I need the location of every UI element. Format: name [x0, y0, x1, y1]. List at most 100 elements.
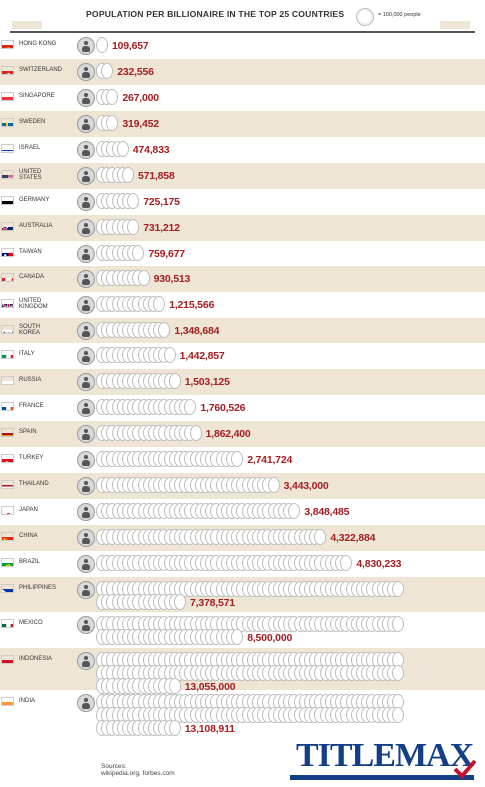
chart-row: SPAIN 1,862,400 — [0, 421, 485, 447]
country-label: INDONESIA — [19, 656, 67, 662]
billionaire-icon — [77, 373, 95, 391]
coin-icon — [340, 555, 353, 571]
chart-row: ITALY 1,442,857 — [0, 343, 485, 369]
coin-icon — [231, 451, 244, 467]
country-label-line: FRANCE — [19, 403, 44, 409]
coin-icon — [153, 296, 166, 312]
billionaire-icon — [77, 503, 95, 521]
country-label-line: KINGDOM — [19, 304, 48, 310]
country-label: ISRAEL — [19, 145, 67, 151]
chart-row: HONG KONG 109,657 — [0, 33, 485, 59]
population-value: 109,657 — [112, 40, 149, 52]
taiwan-flag-icon — [1, 248, 14, 257]
chart-row: INDIA 13,108,911 — [0, 690, 485, 736]
sources: Sources: wikipedia.org, forbes.com — [101, 763, 175, 777]
population-value: 7,378,571 — [190, 597, 235, 609]
mexico-flag-icon — [1, 619, 14, 628]
chart-row: GERMANY 725,175 — [0, 189, 485, 215]
coin-icon — [132, 245, 145, 261]
population-value: 13,055,000 — [184, 681, 236, 693]
population-value: 4,322,884 — [330, 532, 376, 544]
billionaire-icon — [77, 141, 95, 159]
country-label: UNITED KINGDOM — [19, 298, 67, 310]
country-label-line: SWEDEN — [19, 119, 46, 125]
coin-icon — [116, 141, 129, 157]
coin-icon — [314, 529, 327, 545]
philippines-flag-icon — [1, 584, 14, 593]
country-label-line: SINGAPORE — [19, 93, 55, 99]
country-label: GERMANY — [19, 197, 67, 203]
chart-row: THAILAND 3,443,000 — [0, 473, 485, 499]
population-value: 1,760,526 — [200, 402, 246, 414]
population-value: 3,443,000 — [283, 480, 329, 492]
population-value: 474,833 — [132, 144, 170, 156]
billionaire-icon — [77, 63, 95, 81]
chart-row: TAIWAN 759,677 — [0, 241, 485, 266]
coin-icon — [288, 503, 301, 519]
billionaire-icon — [77, 652, 95, 670]
country-label-line: SOUTH — [19, 324, 40, 330]
country-label-line: CHINA — [19, 533, 38, 539]
billionaire-icon — [77, 270, 95, 288]
country-label-line: MEXICO — [19, 620, 43, 626]
country-label: TURKEY — [19, 455, 67, 461]
title-accent-left — [12, 21, 42, 29]
chart-row: AUSTRALIA 731,212 — [0, 215, 485, 241]
country-label-line: PHILIPPINES — [19, 585, 57, 591]
population-value: 930,513 — [153, 273, 191, 285]
title-accent-right — [440, 21, 470, 29]
united-states-flag-icon — [1, 170, 14, 179]
chart-row: BRAZIL 4,830,233 — [0, 551, 485, 577]
country-label-line: AUSTRALIA — [19, 223, 53, 229]
country-label: UNITED STATES — [19, 169, 67, 181]
coin-icon — [127, 219, 140, 235]
billionaire-icon — [77, 167, 95, 185]
population-value: 3,848,485 — [304, 506, 350, 518]
coin-icon — [96, 37, 108, 53]
country-label: RUSSIA — [19, 377, 67, 383]
billionaire-icon — [77, 296, 95, 314]
france-flag-icon — [1, 402, 14, 411]
billionaire-icon — [77, 529, 95, 547]
country-label: SWEDEN — [19, 119, 67, 125]
coin-icon — [137, 270, 150, 286]
israel-flag-icon — [1, 144, 14, 153]
coin-icon — [122, 167, 134, 183]
chart-title: POPULATION PER BILLIONAIRE IN THE TOP 25… — [80, 9, 351, 19]
title-rule — [10, 31, 475, 33]
country-label-line: UNITED — [19, 169, 42, 175]
population-value: 1,215,566 — [169, 299, 215, 311]
brazil-flag-icon — [1, 558, 14, 567]
coin-icon — [189, 425, 202, 441]
country-label-line: KOREA — [19, 330, 41, 336]
country-label-line: BRAZIL — [19, 559, 41, 565]
country-label-line: STATES — [19, 175, 42, 181]
billionaire-icon — [77, 477, 95, 495]
country-label: JAPAN — [19, 507, 67, 513]
country-label-line: JAPAN — [19, 507, 38, 513]
country-label-line: SWITZERLAND — [19, 67, 63, 73]
chart-row: SWEDEN 319,452 — [0, 111, 485, 137]
country-label: INDIA — [19, 698, 67, 704]
country-label-line: CANADA — [19, 274, 45, 280]
country-label-line: RUSSIA — [19, 377, 42, 383]
country-label: CANADA — [19, 274, 67, 280]
coin-icon — [106, 115, 119, 131]
country-label-line: THAILAND — [19, 481, 49, 487]
population-value: 1,862,400 — [205, 428, 251, 440]
chart-row: UNITED STATES 571,858 — [0, 163, 485, 189]
population-value: 8,500,000 — [247, 632, 293, 644]
population-value: 319,452 — [122, 118, 159, 130]
chart-row: CHINA 4,322,884 — [0, 525, 485, 551]
coin-icon — [101, 63, 114, 79]
country-label: SINGAPORE — [19, 93, 67, 99]
coin-icon — [163, 347, 176, 363]
population-value: 13,108,911 — [184, 723, 235, 735]
spain-flag-icon — [1, 428, 14, 437]
country-label: SWITZERLAND — [19, 67, 67, 73]
chart-row: MEXICO 8,500,000 — [0, 612, 485, 648]
coin-icon — [168, 678, 181, 694]
country-label: ITALY — [19, 351, 67, 357]
coin-icon — [392, 707, 405, 723]
billionaire-icon — [77, 451, 95, 469]
